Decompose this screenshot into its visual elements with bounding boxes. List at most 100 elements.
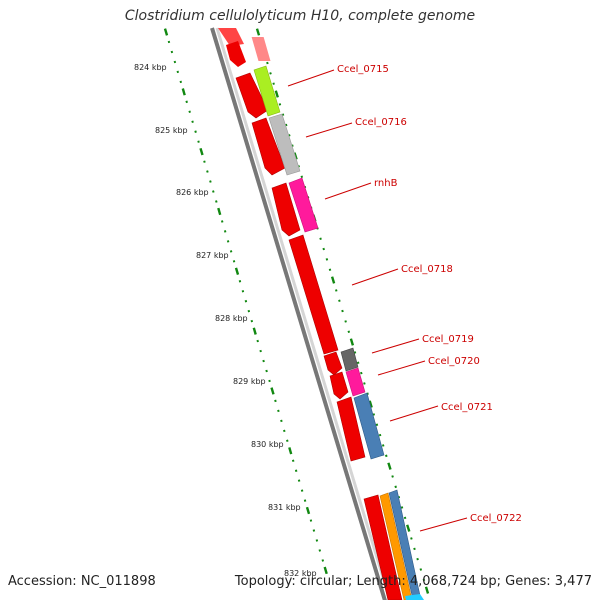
genome-summary: Topology: circular; Length: 4,068,724 bp… [234,574,592,589]
scale-label-828: 828 kbp [215,314,248,323]
track-tick [215,200,218,203]
cds-block[interactable] [251,37,271,61]
gene-block-ccel-0720[interactable] [345,367,366,397]
gene-label-rnhb[interactable]: rnhB [374,178,398,189]
gene-label-ccel-0720[interactable]: Ccel_0720 [428,356,480,367]
track-tick [315,539,319,542]
cds-arrow[interactable] [251,117,286,176]
track-tick [217,207,222,216]
track-tick [188,110,191,114]
cds-arrow[interactable] [336,396,366,462]
scale-labels: 824 kbp 825 kbp 826 kbp 827 kbp 828 kbp … [134,63,317,578]
track-tick [291,459,295,463]
track-tick [209,180,212,183]
cds-arrow[interactable] [226,41,246,67]
track-tick [385,454,388,458]
gene-block-rnhb[interactable] [288,177,319,233]
genome-backbone [210,27,392,600]
label-lines [287,69,468,532]
track-tick [206,170,209,173]
track-tick [252,327,257,335]
track-tick [319,237,322,241]
track-tick [223,230,227,233]
track-tick [368,400,373,408]
gene-label-ccel-0721[interactable]: Ccel_0721 [441,402,493,413]
gene-block-ccel-0716[interactable] [268,113,301,176]
accession-text: Accession: NC_011898 [8,574,156,589]
cds-arrow[interactable] [288,234,339,355]
cds-arrow[interactable] [271,182,301,237]
track-tick [360,371,363,375]
map-title: Clostridium cellulolyticum H10, complete… [124,8,476,24]
track-tick [394,485,397,489]
gene-label-ccel-0716[interactable]: Ccel_0716 [355,117,407,128]
track-tick [347,330,351,334]
track-tick [277,409,280,413]
scale-label-832: 832 kbp [284,569,317,578]
track-tick [270,387,275,395]
track-tick [266,61,269,65]
track-tick [283,429,286,433]
gene-label-ccel-0715[interactable]: Ccel_0715 [337,64,389,75]
cds-arrow[interactable] [235,72,269,119]
track-tick [325,258,329,261]
track-tick [199,147,204,156]
track-tick [318,549,322,552]
track-tick [197,140,200,143]
track-tick [419,568,423,571]
gene-labels: Ccel_0715 Ccel_0716 rnhB Ccel_0718 Ccel_… [337,64,522,524]
track-tick [274,399,277,403]
cds-arrow[interactable] [329,371,349,400]
track-tick [406,524,411,532]
scale-label-825: 825 kbp [155,126,188,135]
track-tick [297,479,301,482]
gene-label-ccel-0718[interactable]: Ccel_0718 [401,264,453,275]
gene-block-orange[interactable] [379,492,413,600]
track-tick [422,578,426,582]
scale-track [163,28,328,575]
track-tick [272,82,275,85]
gene-block-cyan[interactable] [405,594,424,600]
track-tick [288,447,293,455]
cds-arrow[interactable] [323,351,343,376]
track-tick [179,80,183,84]
track-tick [281,113,285,116]
gene-block-ccel-0715[interactable] [253,65,281,117]
track-tick [170,50,174,54]
scale-label-830: 830 kbp [251,440,284,449]
track-tick [305,506,311,515]
track-tick [167,40,171,44]
track-tick [173,60,177,64]
track-tick [387,462,392,470]
track-tick [229,250,233,253]
track-tick [375,423,379,426]
track-tick [356,361,360,365]
track-tick [255,28,261,36]
track-tick [291,144,294,147]
gene-label-ccel-0719[interactable]: Ccel_0719 [422,334,474,345]
gene-block-ccel-0719[interactable] [340,347,359,372]
track-tick [185,100,188,104]
gene-label-ccel-0722[interactable]: Ccel_0722 [470,513,522,524]
track-tick [269,72,272,75]
track-tick [226,240,230,243]
track-tick [416,557,419,561]
track-tick [232,260,236,263]
track-tick [400,506,404,509]
gene-block-ccel-0721[interactable] [353,392,385,460]
gene-blocks [253,65,424,600]
track-tick [247,309,251,313]
track-tick [244,299,248,303]
track-tick [300,175,304,179]
track-tick [284,123,288,127]
cds-arrow[interactable] [363,494,403,600]
gene-block-ccel-0722[interactable] [388,489,422,600]
track-tick [250,319,254,323]
scale-label-824: 824 kbp [134,63,167,72]
track-tick [344,320,347,323]
track-tick [410,537,413,540]
track-tick [176,70,180,74]
track-tick [234,267,240,275]
track-tick [274,90,279,98]
track-tick [312,529,316,532]
